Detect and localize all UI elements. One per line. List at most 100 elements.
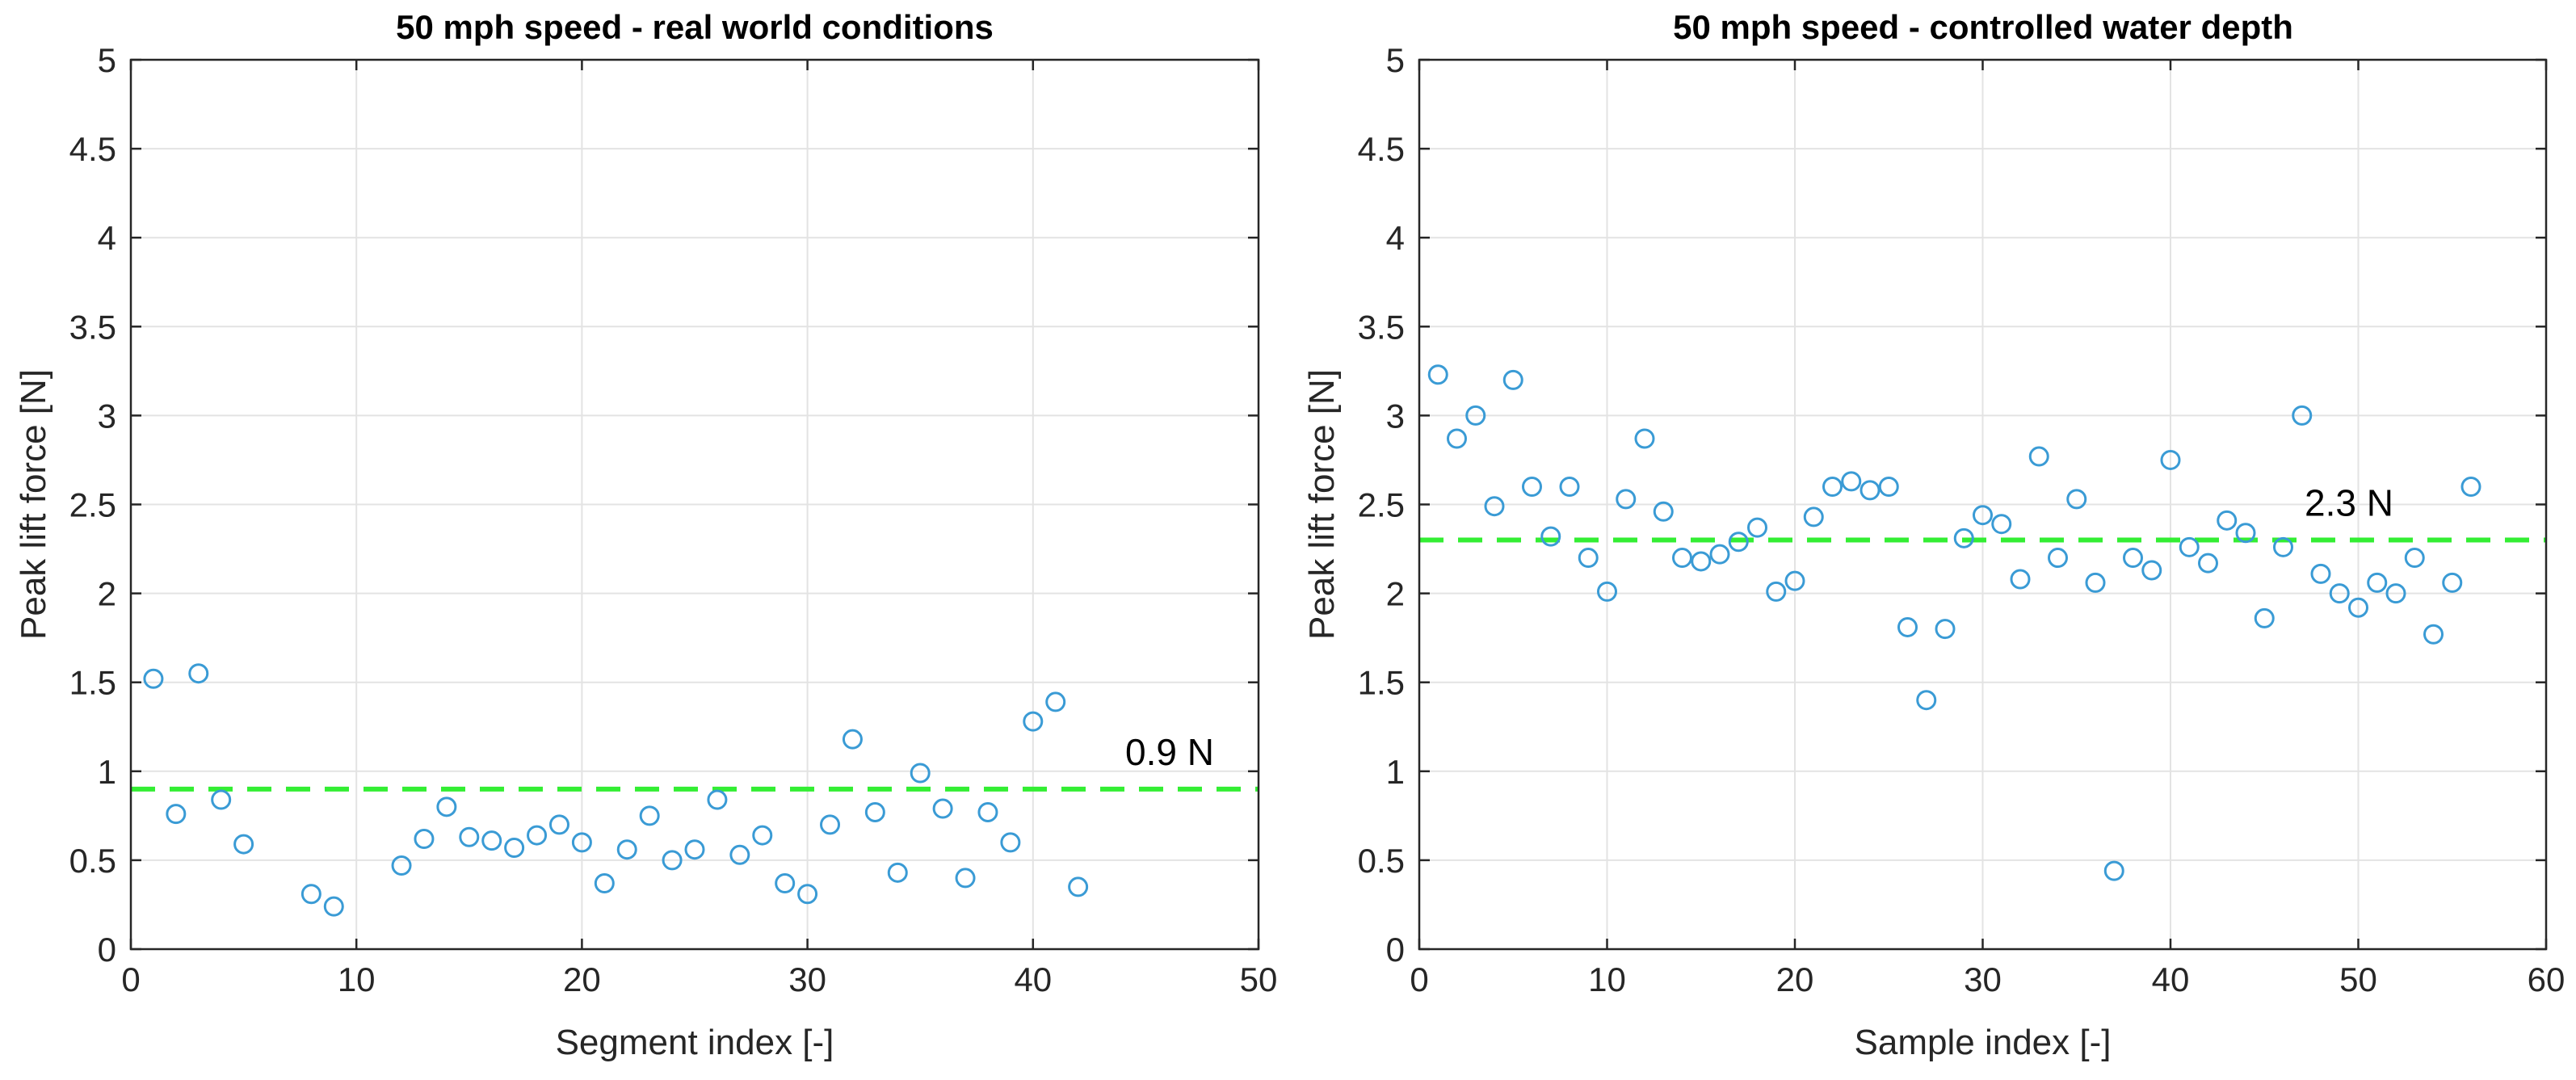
data-point — [1691, 551, 1712, 572]
data-point — [504, 837, 525, 858]
y-tick-label: 1 — [98, 753, 116, 791]
data-point — [752, 825, 773, 846]
data-point — [1000, 832, 1021, 853]
y-tick-label: 3 — [98, 397, 116, 435]
x-tick-label: 40 — [2152, 960, 2190, 998]
x-tick-label: 50 — [1240, 960, 1278, 998]
y-tick-label: 3 — [1386, 397, 1405, 435]
data-point — [571, 832, 592, 853]
data-point — [955, 868, 976, 889]
y-tick-label: 0 — [98, 931, 116, 969]
y-tick-label: 3.5 — [1358, 308, 1405, 346]
data-point — [1634, 428, 1655, 449]
data-point — [616, 839, 637, 860]
data-point — [842, 729, 863, 750]
data-point — [459, 826, 480, 847]
y-axis-label: Peak lift force [N] — [1302, 369, 1342, 640]
data-point — [414, 828, 435, 849]
data-point — [1822, 476, 1843, 497]
y-tick-label: 2 — [98, 575, 116, 613]
x-axis-label: Segment index [-] — [556, 1023, 834, 1062]
data-point — [1953, 527, 1974, 548]
data-point — [548, 814, 569, 835]
y-tick-label: 0.5 — [69, 842, 116, 880]
data-point — [2028, 446, 2049, 467]
data-point — [2198, 553, 2218, 574]
data-point — [1522, 476, 1542, 497]
y-tick-label: 5 — [1386, 41, 1405, 79]
data-point — [2404, 548, 2425, 569]
data-point — [797, 884, 818, 905]
x-axis-label: Sample index [-] — [1855, 1023, 2112, 1062]
y-tick-label: 2.5 — [1358, 486, 1405, 524]
data-point — [2235, 523, 2256, 544]
data-point — [864, 801, 885, 822]
data-point — [820, 814, 841, 835]
data-point — [323, 896, 344, 917]
data-point — [2048, 548, 2068, 569]
data-point — [1709, 544, 1730, 565]
data-point — [1897, 616, 1918, 637]
reference-line-label: 2.3 N — [2305, 482, 2393, 524]
chart-title: 50 mph speed - controlled water depth — [1673, 8, 2293, 46]
data-point — [977, 801, 998, 822]
data-point — [2141, 560, 2162, 581]
x-tick-label: 60 — [2528, 960, 2565, 998]
data-point — [684, 839, 705, 860]
data-point — [910, 763, 931, 784]
data-point — [1616, 489, 1637, 510]
x-tick-label: 30 — [788, 960, 826, 998]
left-scatter-chart: 0 10 20 30 40 50 0 0.5 1 1.5 2 2.5 3 3.5 4 4.5 5 50 mph s… — [14, 8, 1277, 1062]
data-point — [2123, 548, 2143, 569]
data-point — [2103, 860, 2124, 881]
x-tick-label: 20 — [1776, 960, 1814, 998]
data-point — [662, 850, 683, 871]
data-point — [1672, 548, 1692, 569]
data-point — [932, 798, 953, 819]
y-tick-label: 4 — [1386, 219, 1405, 257]
data-point — [1540, 526, 1561, 547]
data-point — [1465, 405, 1486, 426]
data-point — [2085, 572, 2106, 593]
y-tick-label: 0.5 — [1358, 842, 1405, 880]
data-point — [1653, 501, 1674, 522]
data-point — [1447, 428, 1467, 449]
y-tick-label: 4.5 — [69, 130, 116, 168]
data-point — [1023, 711, 1044, 732]
data-point — [1916, 690, 1937, 711]
x-tick-label: 30 — [1964, 960, 2002, 998]
y-tick-label: 1.5 — [69, 664, 116, 702]
data-point — [1728, 532, 1749, 553]
data-point — [1841, 471, 1862, 492]
data-point — [2066, 489, 2087, 510]
data-point — [2292, 405, 2313, 426]
data-point — [1484, 496, 1505, 517]
data-point — [594, 873, 615, 894]
y-tick-label: 1.5 — [1358, 664, 1405, 702]
data-point — [481, 830, 502, 851]
data-point — [2367, 572, 2388, 593]
y-tick-label: 2.5 — [69, 486, 116, 524]
data-point — [1578, 548, 1599, 569]
data-point — [1766, 581, 1787, 602]
data-point — [143, 668, 164, 689]
x-tick-label: 10 — [1588, 960, 1626, 998]
y-tick-label: 0 — [1386, 931, 1405, 969]
data-point — [188, 663, 209, 684]
data-point — [2217, 510, 2238, 531]
data-point — [1784, 570, 1805, 591]
data-point — [1502, 369, 1523, 390]
data-point — [1747, 517, 1767, 538]
data-point — [2460, 476, 2481, 497]
y-tick-label: 3.5 — [69, 308, 116, 346]
data-point — [1973, 505, 1993, 526]
data-point — [166, 804, 187, 825]
data-point — [1045, 691, 1066, 712]
data-point — [2442, 572, 2463, 593]
data-point — [1597, 581, 1617, 602]
y-tick-label: 4 — [98, 219, 116, 257]
y-tick-label: 4.5 — [1358, 130, 1405, 168]
data-point — [887, 862, 908, 883]
data-point — [436, 796, 457, 817]
